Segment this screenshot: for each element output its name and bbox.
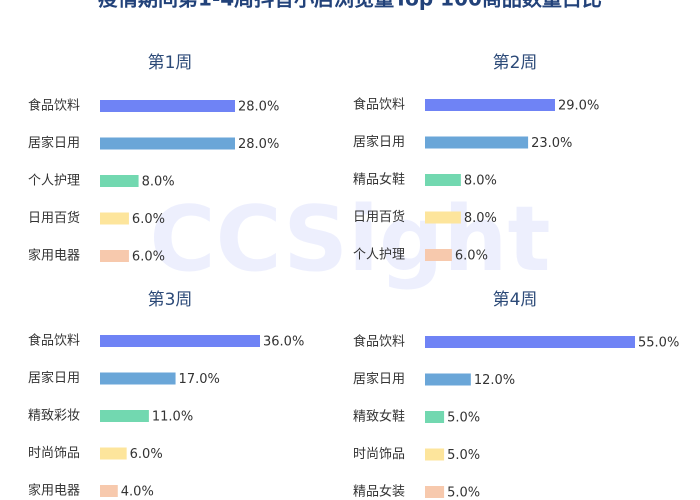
bar	[100, 137, 235, 150]
category-label: 食品饮料	[28, 98, 80, 114]
value-label: 8.0%	[142, 175, 175, 190]
value-label: 28.0%	[238, 100, 279, 115]
value-label: 6.0%	[455, 249, 488, 264]
value-label: 23.0%	[531, 136, 572, 151]
value-label: 5.0%	[447, 486, 480, 500]
bar	[425, 336, 635, 348]
category-label: 家用电器	[28, 248, 80, 264]
category-label: 食品饮料	[28, 333, 80, 349]
bar	[425, 486, 445, 498]
bar	[425, 373, 471, 386]
category-label: 日用百货	[28, 210, 80, 226]
category-label: 时尚饰品	[353, 447, 405, 462]
bar	[100, 485, 118, 497]
value-label: 36.0%	[263, 335, 304, 350]
bar	[100, 175, 139, 187]
category-label: 居家日用	[28, 135, 80, 151]
value-label: 28.0%	[238, 137, 279, 152]
category-label: 个人护理	[353, 248, 405, 263]
bar	[425, 448, 445, 461]
value-label: 55.0%	[638, 336, 679, 351]
category-label: 居家日用	[353, 134, 405, 150]
value-label: 12.0%	[474, 373, 515, 388]
value-label: 5.0%	[447, 448, 480, 463]
bar	[425, 411, 445, 423]
bar	[100, 410, 149, 422]
category-label: 个人护理	[28, 174, 80, 189]
bar	[425, 174, 461, 186]
value-label: 29.0%	[558, 99, 599, 114]
category-label: 精品女鞋	[353, 172, 405, 188]
value-label: 8.0%	[464, 211, 497, 226]
bar	[425, 211, 461, 224]
panel-title: 第3周	[148, 290, 193, 310]
bar	[425, 99, 555, 111]
category-label: 家用电器	[28, 483, 80, 499]
category-label: 居家日用	[28, 370, 80, 386]
value-label: 6.0%	[132, 250, 165, 265]
value-label: 6.0%	[130, 447, 163, 462]
category-label: 精致彩妆	[28, 409, 80, 424]
bar	[100, 372, 176, 385]
panel-title: 第2周	[493, 53, 538, 73]
category-label: 食品饮料	[353, 334, 405, 350]
panel-title: 第4周	[493, 290, 538, 310]
value-label: 8.0%	[464, 174, 497, 189]
bar	[100, 447, 127, 460]
category-label: 精致女鞋	[353, 409, 405, 425]
value-label: 4.0%	[121, 485, 154, 500]
bar	[100, 212, 129, 225]
value-label: 5.0%	[447, 411, 480, 426]
category-label: 食品饮料	[353, 97, 405, 113]
bar	[100, 100, 235, 112]
panel-title: 第1周	[148, 53, 193, 73]
page-title: 疫情期间第1-4周抖音小店浏览量Top 100商品数量占比	[98, 0, 602, 11]
bar	[425, 249, 452, 261]
category-label: 时尚饰品	[28, 446, 80, 461]
value-label: 17.0%	[179, 372, 220, 387]
value-label: 6.0%	[132, 212, 165, 227]
bar	[100, 335, 260, 347]
value-label: 11.0%	[152, 410, 193, 425]
bar	[425, 136, 529, 149]
category-label: 日用百货	[353, 209, 405, 225]
bar	[100, 250, 129, 262]
watermark: CCSight	[150, 187, 551, 292]
category-label: 居家日用	[353, 371, 405, 387]
category-label: 精品女装	[353, 484, 405, 500]
